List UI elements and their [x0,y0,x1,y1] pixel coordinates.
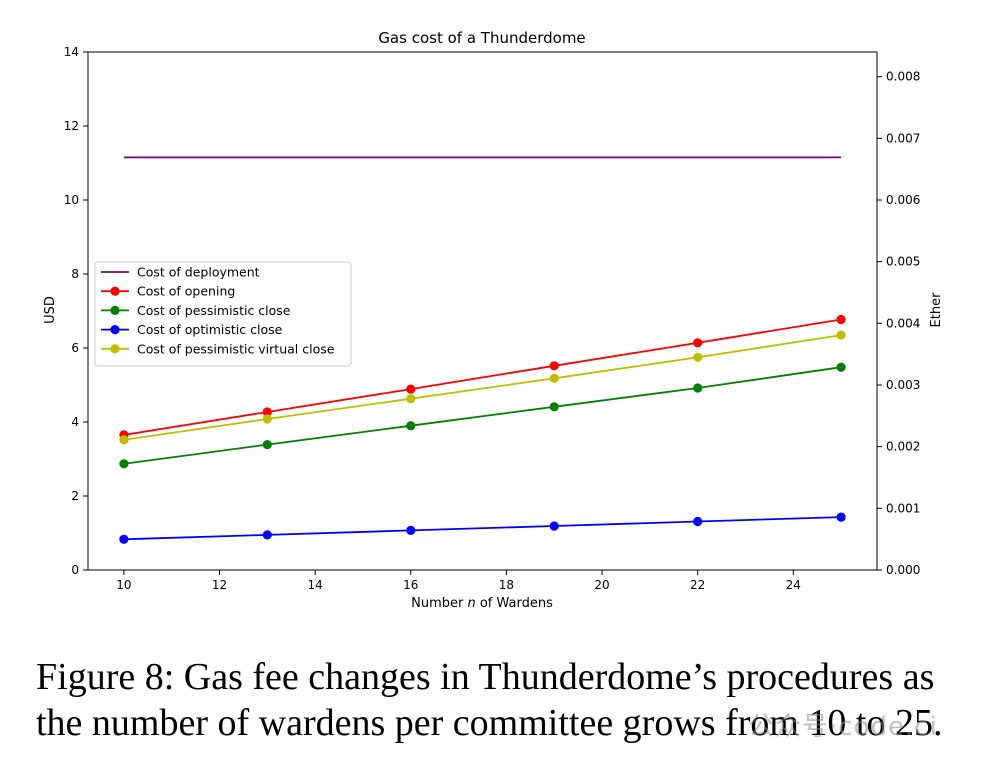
legend: Cost of deployment Cost of opening Cost of… [94,261,352,367]
data-point [836,362,846,372]
legend-label: Cost of deployment [137,265,260,280]
y-tick-label: 12 [64,119,79,133]
legend-label: Cost of optimistic close [137,322,283,337]
y-tick-label: 0 [71,563,79,577]
chart-title: Gas cost of a Thunderdome [378,29,585,47]
y-right-tick-label: 0.000 [886,563,920,577]
series-line-5 [123,334,842,441]
data-point [836,330,846,340]
y-tick-label: 6 [71,341,79,355]
plot-frame [87,51,878,571]
legend-box [94,261,352,367]
y-tick-label: 2 [71,489,79,503]
legend-swatch-marker [110,344,120,354]
data-point [406,525,416,536]
legend-swatch-marker [110,286,120,296]
data-point [549,373,559,383]
x-tick-label: 20 [594,578,609,592]
y-tick-label: 8 [71,267,79,281]
data-point [549,521,559,531]
data-point [836,314,846,325]
chart: Gas cost of a Thunderdome 10 12 14 16 18 20 22… [43,29,944,611]
series-line-3 [123,366,842,465]
y-right-tick-label: 0.001 [886,501,920,515]
x-tick-label: 18 [499,578,514,592]
y-right-tick-label: 0.003 [886,378,920,392]
data-point [119,435,129,445]
series-group [119,156,846,544]
data-point [693,383,703,393]
data-point [406,394,416,404]
data-point [262,407,272,417]
legend-label: Cost of pessimistic close [137,303,291,318]
data-point [549,361,559,371]
data-point [549,402,559,412]
legend-label: Cost of pessimistic virtual close [137,341,335,356]
axes: 10 12 14 16 18 20 22 24024681012140.0000.0010.0… [64,45,921,592]
series-line-2 [123,318,842,436]
y-right-tick-label: 0.006 [886,193,920,207]
y-right-tick-label: 0.002 [886,440,920,454]
watermark: 公众号·code.ci [748,712,938,742]
y-tick-label: 14 [64,45,79,59]
data-point [406,421,416,431]
data-point [262,530,272,540]
x-tick-label: 10 [116,578,131,592]
data-point [693,338,703,348]
data-point [693,352,703,362]
y-right-tick-label: 0.005 [886,255,920,269]
data-point [262,440,272,450]
x-tick-label: 12 [212,578,227,592]
data-point [406,384,416,394]
data-point [262,414,272,424]
data-point [836,512,846,522]
x-tick-label: 14 [307,578,322,592]
figure-caption: Figure 8: Gas fee changes in Thunderdome… [36,656,943,744]
legend-label: Cost of opening [137,284,235,299]
y-tick-label: 4 [71,415,79,429]
x-tick-label: 22 [690,578,705,592]
legend-swatch-marker [110,305,120,315]
data-point [119,534,129,544]
y-right-tick-label: 0.007 [886,131,920,145]
y-tick-label: 10 [64,193,79,207]
legend-swatch-marker [110,325,120,335]
x-axis-label: Number n of Wardens [411,596,553,611]
y-right-tick-label: 0.004 [886,316,920,330]
data-point [693,516,703,527]
x-tick-label: 16 [403,578,418,592]
x-tick-label: 24 [786,578,801,592]
data-point [119,459,129,469]
y-axis-label-right: Ether [929,292,944,328]
y-right-tick-label: 0.008 [886,70,920,84]
y-axis-label-left: USD [43,296,58,324]
series-line-4 [123,516,842,541]
